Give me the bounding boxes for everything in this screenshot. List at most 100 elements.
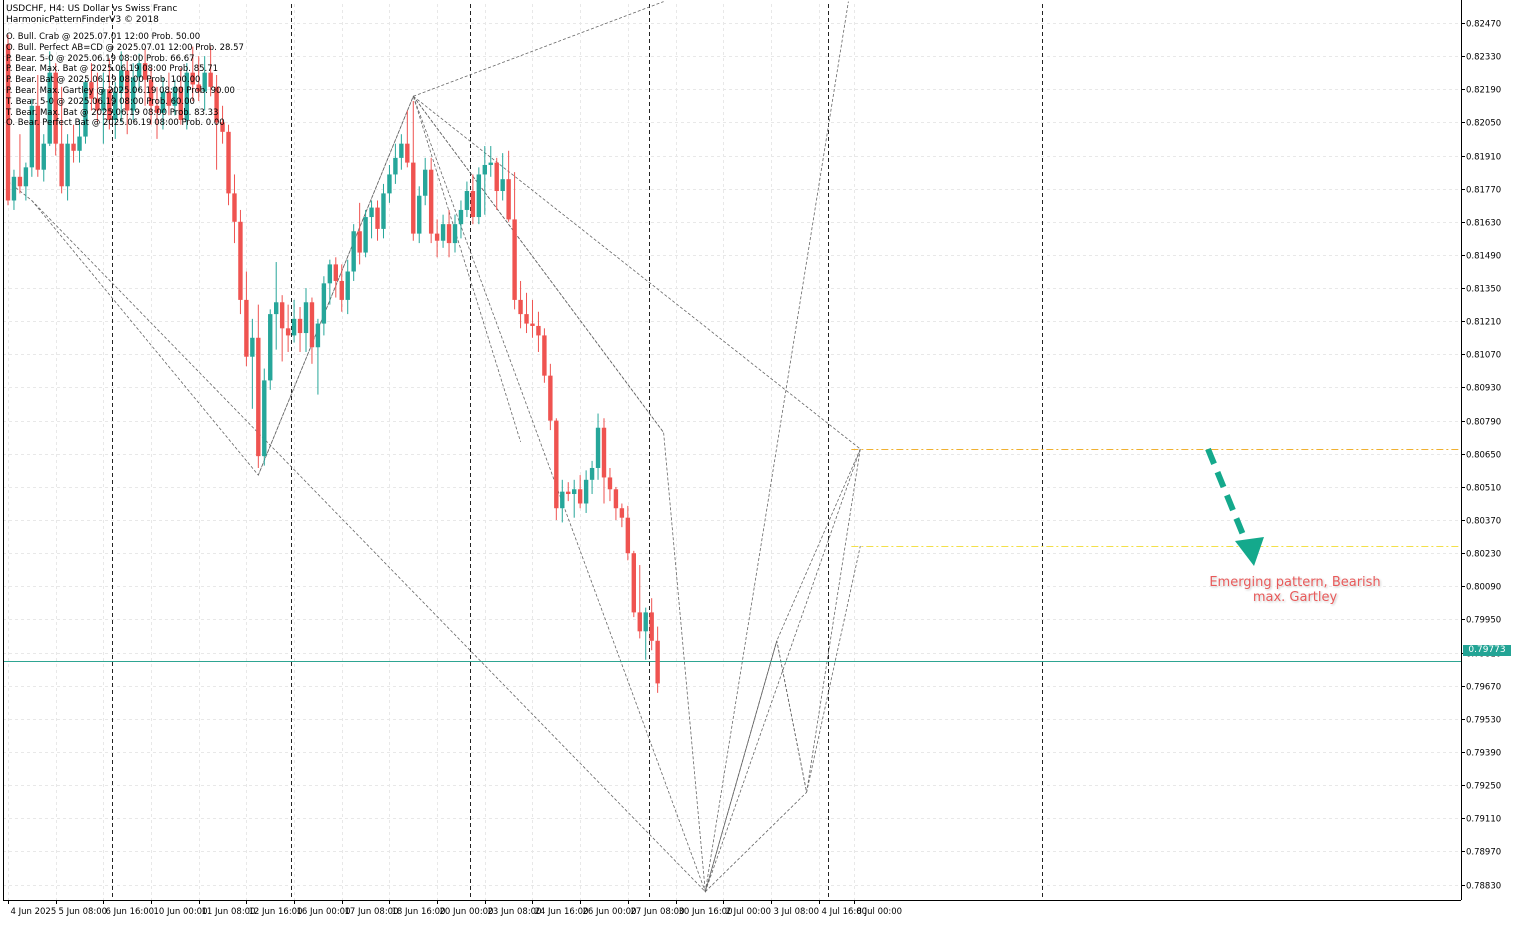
- arrow-head: [1235, 537, 1264, 566]
- price-tick-label: 0.81630: [1466, 219, 1501, 229]
- legend-item: P. Bear. Max. Bat @ 2025.06.19 08:00 Pro…: [6, 64, 219, 75]
- candle-body: [595, 427, 601, 468]
- candle-body: [142, 63, 148, 80]
- candle-body: [148, 79, 154, 106]
- candle-body: [560, 491, 565, 509]
- candle-body: [107, 89, 112, 120]
- candle-body: [387, 174, 392, 194]
- candle-body: [95, 98, 100, 111]
- time-tick-label: 2 Jul 00:00: [726, 907, 772, 917]
- candle-body: [643, 612, 648, 632]
- indicator-name: HarmonicPatternFinderV3 © 2018: [6, 15, 159, 25]
- candle-body: [423, 169, 428, 196]
- candle-body: [637, 612, 642, 632]
- candle-body: [345, 271, 350, 300]
- candle-body: [83, 82, 88, 137]
- time-tick-label: 17 Jun 08:00: [345, 907, 399, 917]
- candle-body: [369, 207, 374, 218]
- candle-body: [297, 318, 303, 334]
- candle-body: [417, 195, 422, 234]
- price-tick-label: 0.80090: [1466, 583, 1501, 593]
- candle-body: [154, 105, 160, 113]
- time-tick-label: 6 Jun 16:00: [106, 907, 155, 917]
- candle-body: [339, 280, 344, 300]
- candle-body: [220, 122, 225, 132]
- candle-body: [524, 314, 529, 324]
- time-tick-label: 10 Jun 00:00: [154, 907, 208, 917]
- price-tick-label: 0.82190: [1466, 86, 1501, 96]
- candle-body: [53, 72, 58, 144]
- candle-body: [65, 143, 70, 187]
- candle-body: [47, 72, 52, 144]
- candle-body: [655, 640, 660, 684]
- price-tick-label: 0.78970: [1466, 848, 1501, 858]
- time-tick-label: 24 Jun 16:00: [535, 907, 589, 917]
- candle-body: [178, 86, 184, 120]
- candle-body: [566, 491, 571, 495]
- time-tick-label: 4 Jun 2025: [11, 907, 57, 917]
- candle-body: [321, 283, 327, 324]
- candle-body: [631, 553, 636, 613]
- price-tick-label: 0.80930: [1466, 384, 1501, 394]
- candle-body: [572, 489, 577, 495]
- time-tick-label: 8 Jul 00:00: [857, 907, 903, 917]
- price-tick-label: 0.79390: [1466, 749, 1501, 759]
- pattern-line: [257, 95, 521, 476]
- candle-body: [393, 157, 398, 175]
- time-tick-label: 26 Jun 00:00: [583, 907, 637, 917]
- time-tick-label: 30 Jun 16:00: [679, 907, 733, 917]
- candle-body: [381, 193, 386, 229]
- candle-body: [5, 44, 11, 201]
- legend-item: O. Bear. Perfect Bat @ 2025.06.19 08:00 …: [6, 118, 225, 129]
- legend-item: P. Bear. 5-0 @ 2025.06.19 08:00 Prob. 66…: [6, 53, 195, 64]
- candle-body: [357, 231, 362, 253]
- candle-body: [17, 176, 23, 187]
- price-tick-label: 0.81910: [1466, 153, 1501, 163]
- time-tick-label: 3 Jul 08:00: [774, 907, 820, 917]
- candle-body: [256, 337, 261, 457]
- price-tick-label: 0.79950: [1466, 616, 1501, 626]
- candle-body: [101, 89, 106, 111]
- candle-body: [518, 299, 523, 315]
- candle-body: [136, 63, 142, 78]
- price-tick-label: 0.80790: [1466, 418, 1501, 428]
- candle-body: [399, 143, 404, 158]
- candle-body: [250, 337, 255, 357]
- candle-body: [29, 105, 35, 168]
- price-tick-label: 0.81070: [1466, 351, 1501, 361]
- legend-item: T. Bear. Max. Bat @ 2025.06.19 08:00 Pro…: [6, 107, 219, 118]
- annotation-line-2: max. Gartley: [1252, 590, 1338, 605]
- legend-item: O. Bull. Crab @ 2025.07.01 12:00 Prob. 5…: [6, 32, 201, 42]
- pattern-line: [705, 792, 807, 892]
- candle-body: [214, 86, 219, 123]
- candle-body: [625, 517, 631, 554]
- candle-body: [309, 302, 315, 348]
- candle-body: [119, 70, 124, 92]
- candle-body: [166, 91, 172, 106]
- pattern-line: [704, 448, 861, 892]
- candle-body: [35, 105, 40, 170]
- candle-body: [411, 162, 416, 234]
- time-tick-label: 4 Jul 16:00: [822, 907, 868, 917]
- price-tick-label: 0.82470: [1466, 20, 1501, 30]
- price-tick-label: 0.80370: [1466, 517, 1501, 527]
- chart-title: USDCHF, H4: US Dollar vs Swiss Franc: [6, 4, 178, 14]
- candle-body: [291, 318, 297, 336]
- candle-body: [458, 209, 464, 225]
- candle-body: [470, 191, 476, 218]
- price-tick-label: 0.81770: [1466, 186, 1501, 196]
- candle-body: [327, 264, 333, 284]
- annotation-line-1: Emerging pattern, Bearish: [1209, 575, 1381, 590]
- candle-body: [530, 323, 535, 326]
- candle-body: [601, 427, 607, 478]
- candle-body: [232, 193, 237, 222]
- candle-body: [71, 143, 76, 151]
- time-tick-label: 18 Jun 16:00: [392, 907, 446, 917]
- candle-body: [476, 174, 482, 218]
- time-tick-label: 5 Jun 08:00: [59, 907, 108, 917]
- candle-body: [613, 489, 619, 509]
- candle-body: [542, 335, 547, 376]
- candle-body: [589, 467, 595, 480]
